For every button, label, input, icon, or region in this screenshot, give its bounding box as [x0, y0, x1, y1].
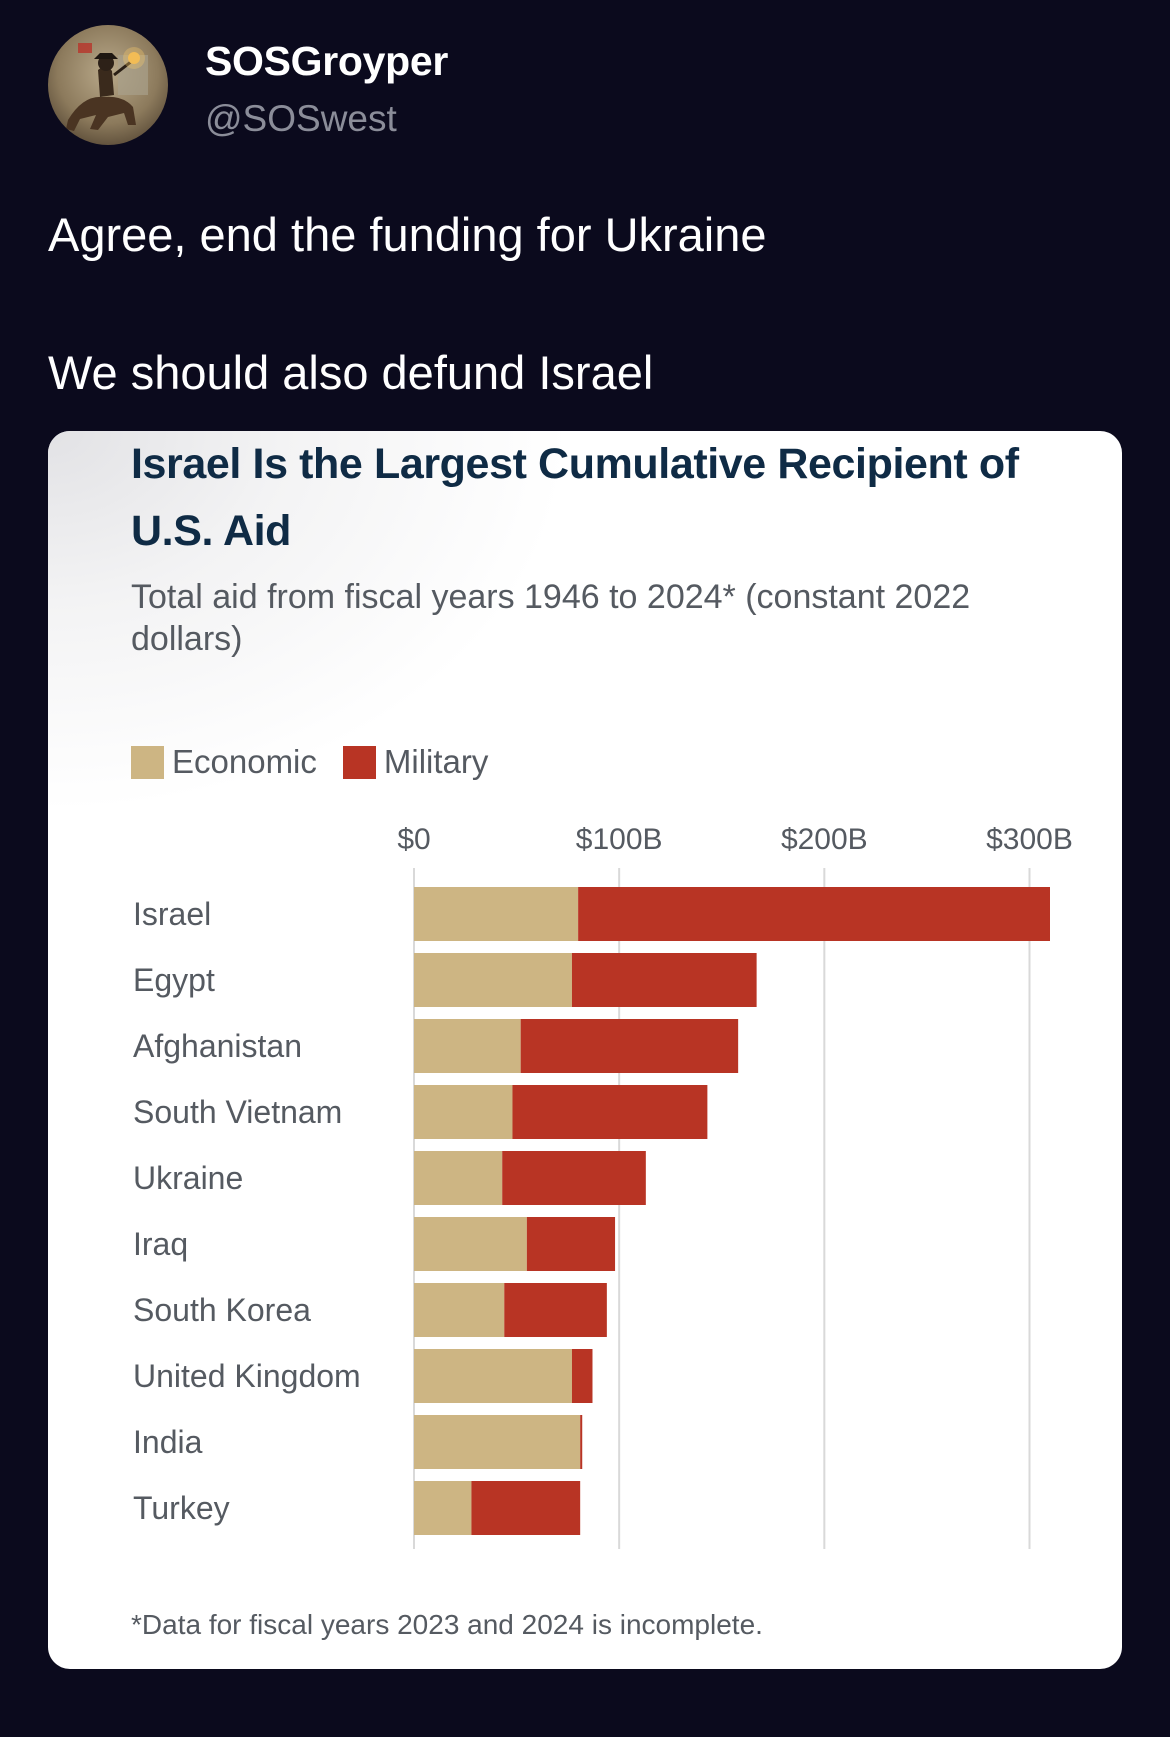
author-display-name[interactable]: SOSGroyper — [205, 38, 449, 84]
x-tick-label: $300B — [986, 823, 1073, 856]
bar-segment-economic — [414, 1481, 472, 1535]
chart-footnote: *Data for fiscal years 2023 and 2024 is … — [131, 1609, 763, 1640]
bar-segment-military — [578, 887, 1050, 941]
legend-swatch-military — [342, 745, 376, 779]
chart-legend: Economic Military — [131, 742, 514, 782]
bar-segment-military — [526, 1217, 616, 1271]
legend-label-military: Military — [383, 743, 489, 780]
category-label: South Vietnam — [133, 1094, 342, 1130]
category-label: Egypt — [133, 962, 215, 998]
author-avatar[interactable] — [48, 25, 168, 145]
bar-segment-economic — [414, 1217, 527, 1271]
category-label: South Korea — [133, 1292, 311, 1328]
horseman-with-lantern-avatar-icon — [48, 25, 168, 145]
bar-segment-military — [471, 1481, 581, 1535]
bar-segment-military — [512, 1085, 708, 1139]
category-label: Israel — [133, 896, 211, 932]
bar-segment-military — [571, 953, 757, 1007]
category-label: Afghanistan — [133, 1028, 302, 1064]
bar-segment-economic — [414, 953, 572, 1007]
bar-segment-military — [520, 1019, 739, 1073]
legend-label-economic: Economic — [172, 743, 317, 780]
post-text-line-2: We should also defund Israel — [48, 346, 654, 399]
bar-segment-economic — [414, 1415, 581, 1469]
bar-segment-economic — [414, 1283, 505, 1337]
category-label: Iraq — [133, 1226, 188, 1262]
chart-title: Israel Is the Largest Cumulative Recipie… — [131, 440, 1019, 555]
bar-segment-military — [580, 1415, 583, 1469]
bar-segment-economic — [414, 887, 579, 941]
bar-segment-economic — [414, 1151, 503, 1205]
x-tick-label: $0 — [397, 823, 430, 856]
stacked-bar-chart: $0 $100B $200B $300B Israel Egypt Afghanistan S… — [133, 823, 1073, 1549]
bar-segment-economic — [414, 1019, 521, 1073]
bar-segment-military — [504, 1283, 607, 1337]
bar-segment-economic — [414, 1085, 513, 1139]
category-label: Turkey — [133, 1490, 230, 1526]
category-label: United Kingdom — [133, 1358, 361, 1394]
x-tick-label: $100B — [576, 823, 663, 856]
bar-segment-military — [571, 1349, 593, 1403]
legend-swatch-economic — [131, 745, 164, 779]
bar-segment-economic — [414, 1349, 572, 1403]
category-label: Ukraine — [133, 1160, 243, 1196]
author-handle[interactable]: @SOSwest — [205, 98, 397, 139]
category-label: India — [133, 1424, 203, 1460]
attached-chart-image[interactable]: Israel Is the Largest Cumulative Recipie… — [48, 431, 1122, 1669]
x-tick-label: $200B — [781, 823, 868, 856]
bar-segment-military — [502, 1151, 646, 1205]
chart-subtitle: Total aid from fiscal years 1946 to 2024… — [131, 578, 971, 658]
post-text-line-1: Agree, end the funding for Ukraine — [48, 208, 767, 261]
